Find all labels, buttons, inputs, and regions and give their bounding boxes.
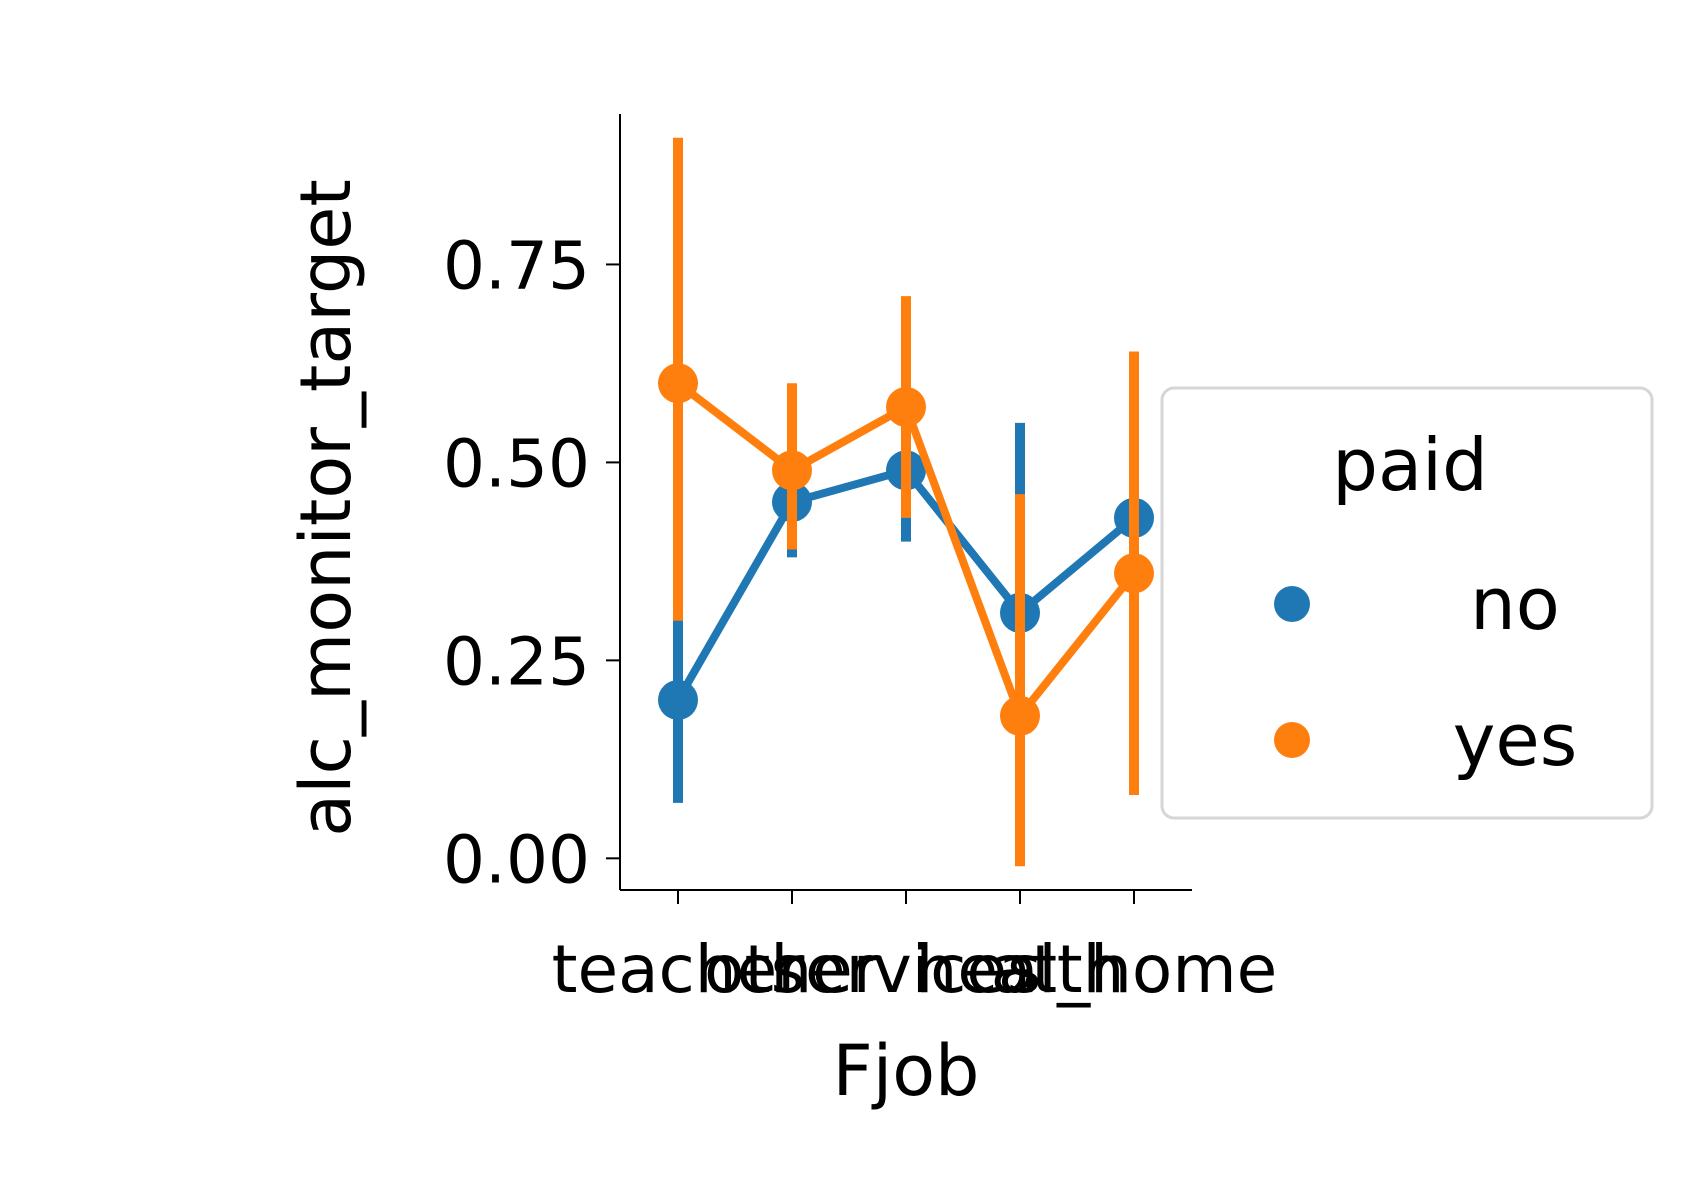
legend-label: yes: [1453, 698, 1577, 782]
data-point: [772, 450, 812, 491]
y-axis-label: alc_monitor_target: [285, 179, 367, 837]
x-axis-label: Fjob: [833, 1030, 980, 1112]
x-tick-label: at_home: [991, 931, 1277, 1008]
legend-marker: [1274, 722, 1310, 758]
data-point: [1000, 695, 1040, 736]
legend-label: no: [1470, 562, 1560, 646]
data-point: [1114, 553, 1154, 594]
legend-entries: no yes: [1274, 562, 1577, 782]
legend: paid no yes: [1160, 386, 1654, 820]
y-tick-label: 0.00: [443, 821, 590, 898]
data-point: [658, 679, 698, 720]
y-tick-label: 0.50: [443, 425, 590, 502]
x-tick-label: services: [771, 931, 1042, 1008]
legend-frame: [1160, 386, 1654, 820]
legend-title: paid: [1332, 423, 1488, 507]
series-yes: [658, 137, 1154, 867]
plot-area: [658, 137, 1154, 867]
x-tick-label: teacher: [552, 931, 806, 1008]
y-tick-label: 0.25: [443, 623, 590, 700]
y-ticks: 0.00 0.25 0.50 0.75: [443, 227, 620, 898]
x-tick-label: other: [704, 931, 881, 1008]
data-point: [886, 386, 926, 427]
y-tick-label: 0.75: [443, 227, 590, 304]
data-point: [658, 363, 698, 404]
x-tick-label: health: [916, 931, 1125, 1008]
legend-marker: [1274, 586, 1310, 622]
